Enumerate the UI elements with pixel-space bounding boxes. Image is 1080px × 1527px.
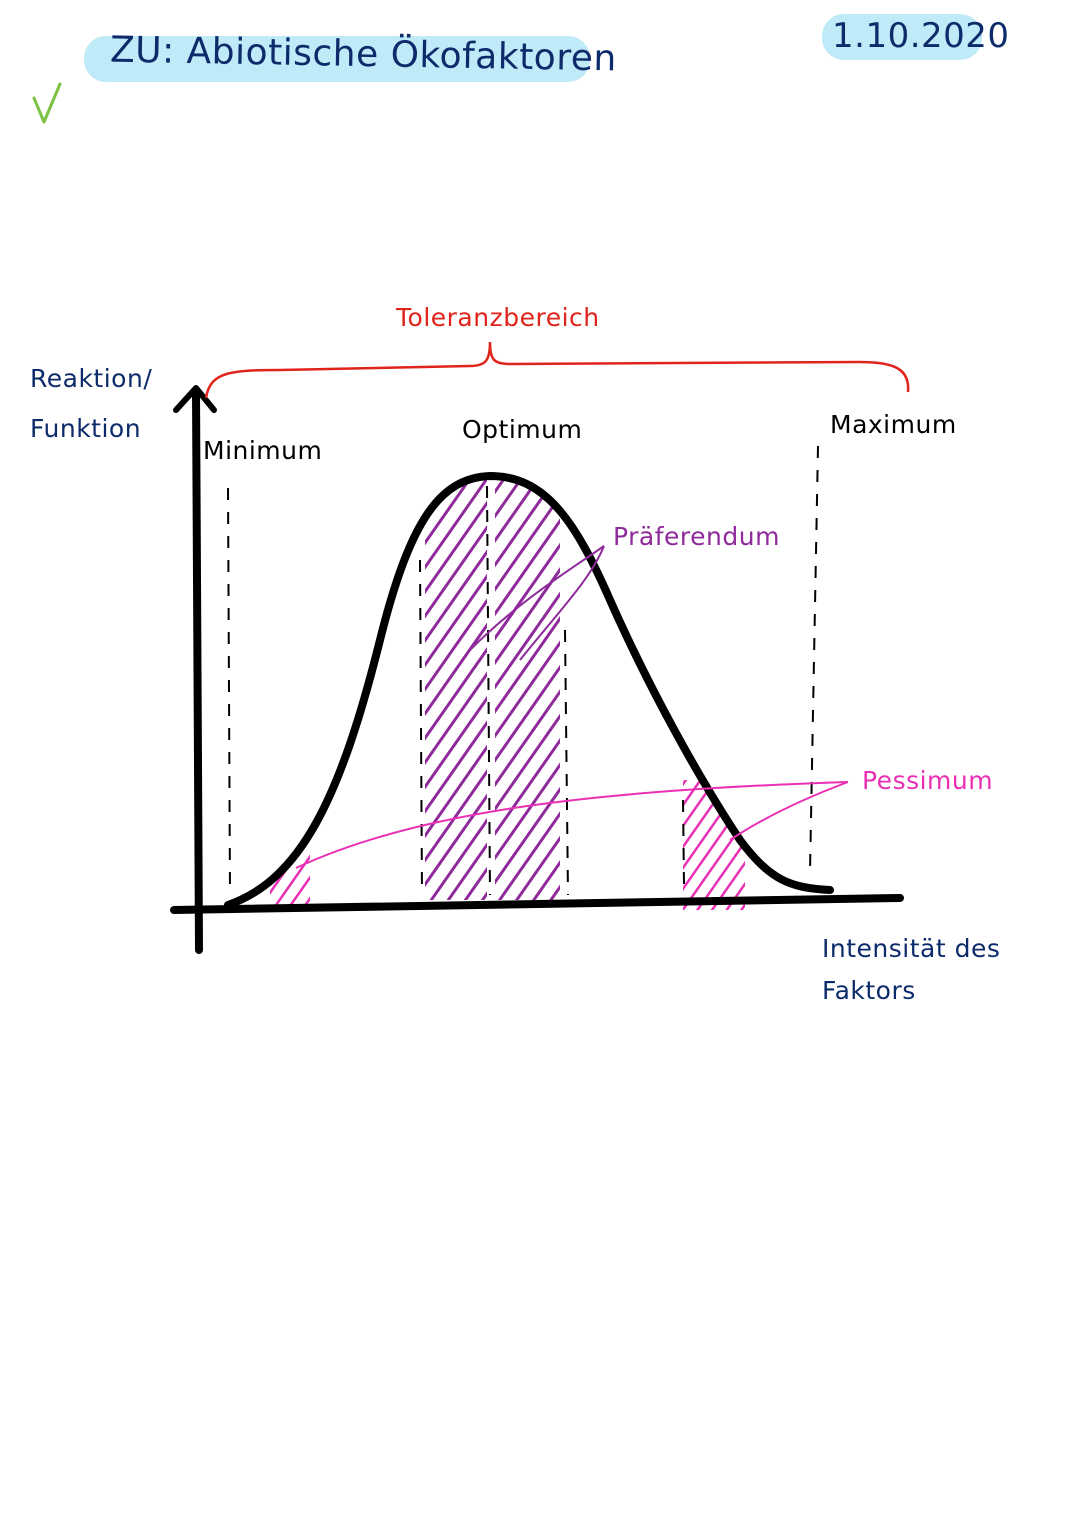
tolerance-range-label: Toleranzbereich xyxy=(396,303,600,332)
y-axis xyxy=(192,388,203,954)
praeferendum-label: Präferendum xyxy=(613,522,780,551)
x-axis xyxy=(170,894,904,914)
date-highlight xyxy=(822,14,982,60)
tolerance-brace xyxy=(204,341,910,399)
maximum-label: Maximum xyxy=(830,410,957,439)
praeferendum-pointer-right xyxy=(519,545,605,661)
check-icon xyxy=(32,82,62,124)
praeferendum-hatch xyxy=(425,480,560,900)
x-axis-label-line1: Intensität des xyxy=(822,934,1001,963)
y-axis-label-line2: Funktion xyxy=(30,414,142,443)
tolerance-curve xyxy=(224,471,834,909)
praeferendum-pointer-left xyxy=(469,545,605,651)
guide-lines xyxy=(227,445,819,896)
date-text: 1.10.2020 xyxy=(832,16,1010,56)
optimum-label: Optimum xyxy=(462,415,583,444)
title-highlight xyxy=(84,36,590,82)
y-axis-arrowhead xyxy=(173,385,217,413)
pessimum-label: Pessimum xyxy=(862,766,994,795)
x-axis-label-line2: Faktors xyxy=(822,976,916,1005)
pessimum-pointer-right xyxy=(729,781,849,841)
minimum-label: Minimum xyxy=(203,436,323,465)
pessimum-pointer-left xyxy=(295,781,849,869)
y-axis-label-line1: Reaktion/ xyxy=(30,364,153,393)
